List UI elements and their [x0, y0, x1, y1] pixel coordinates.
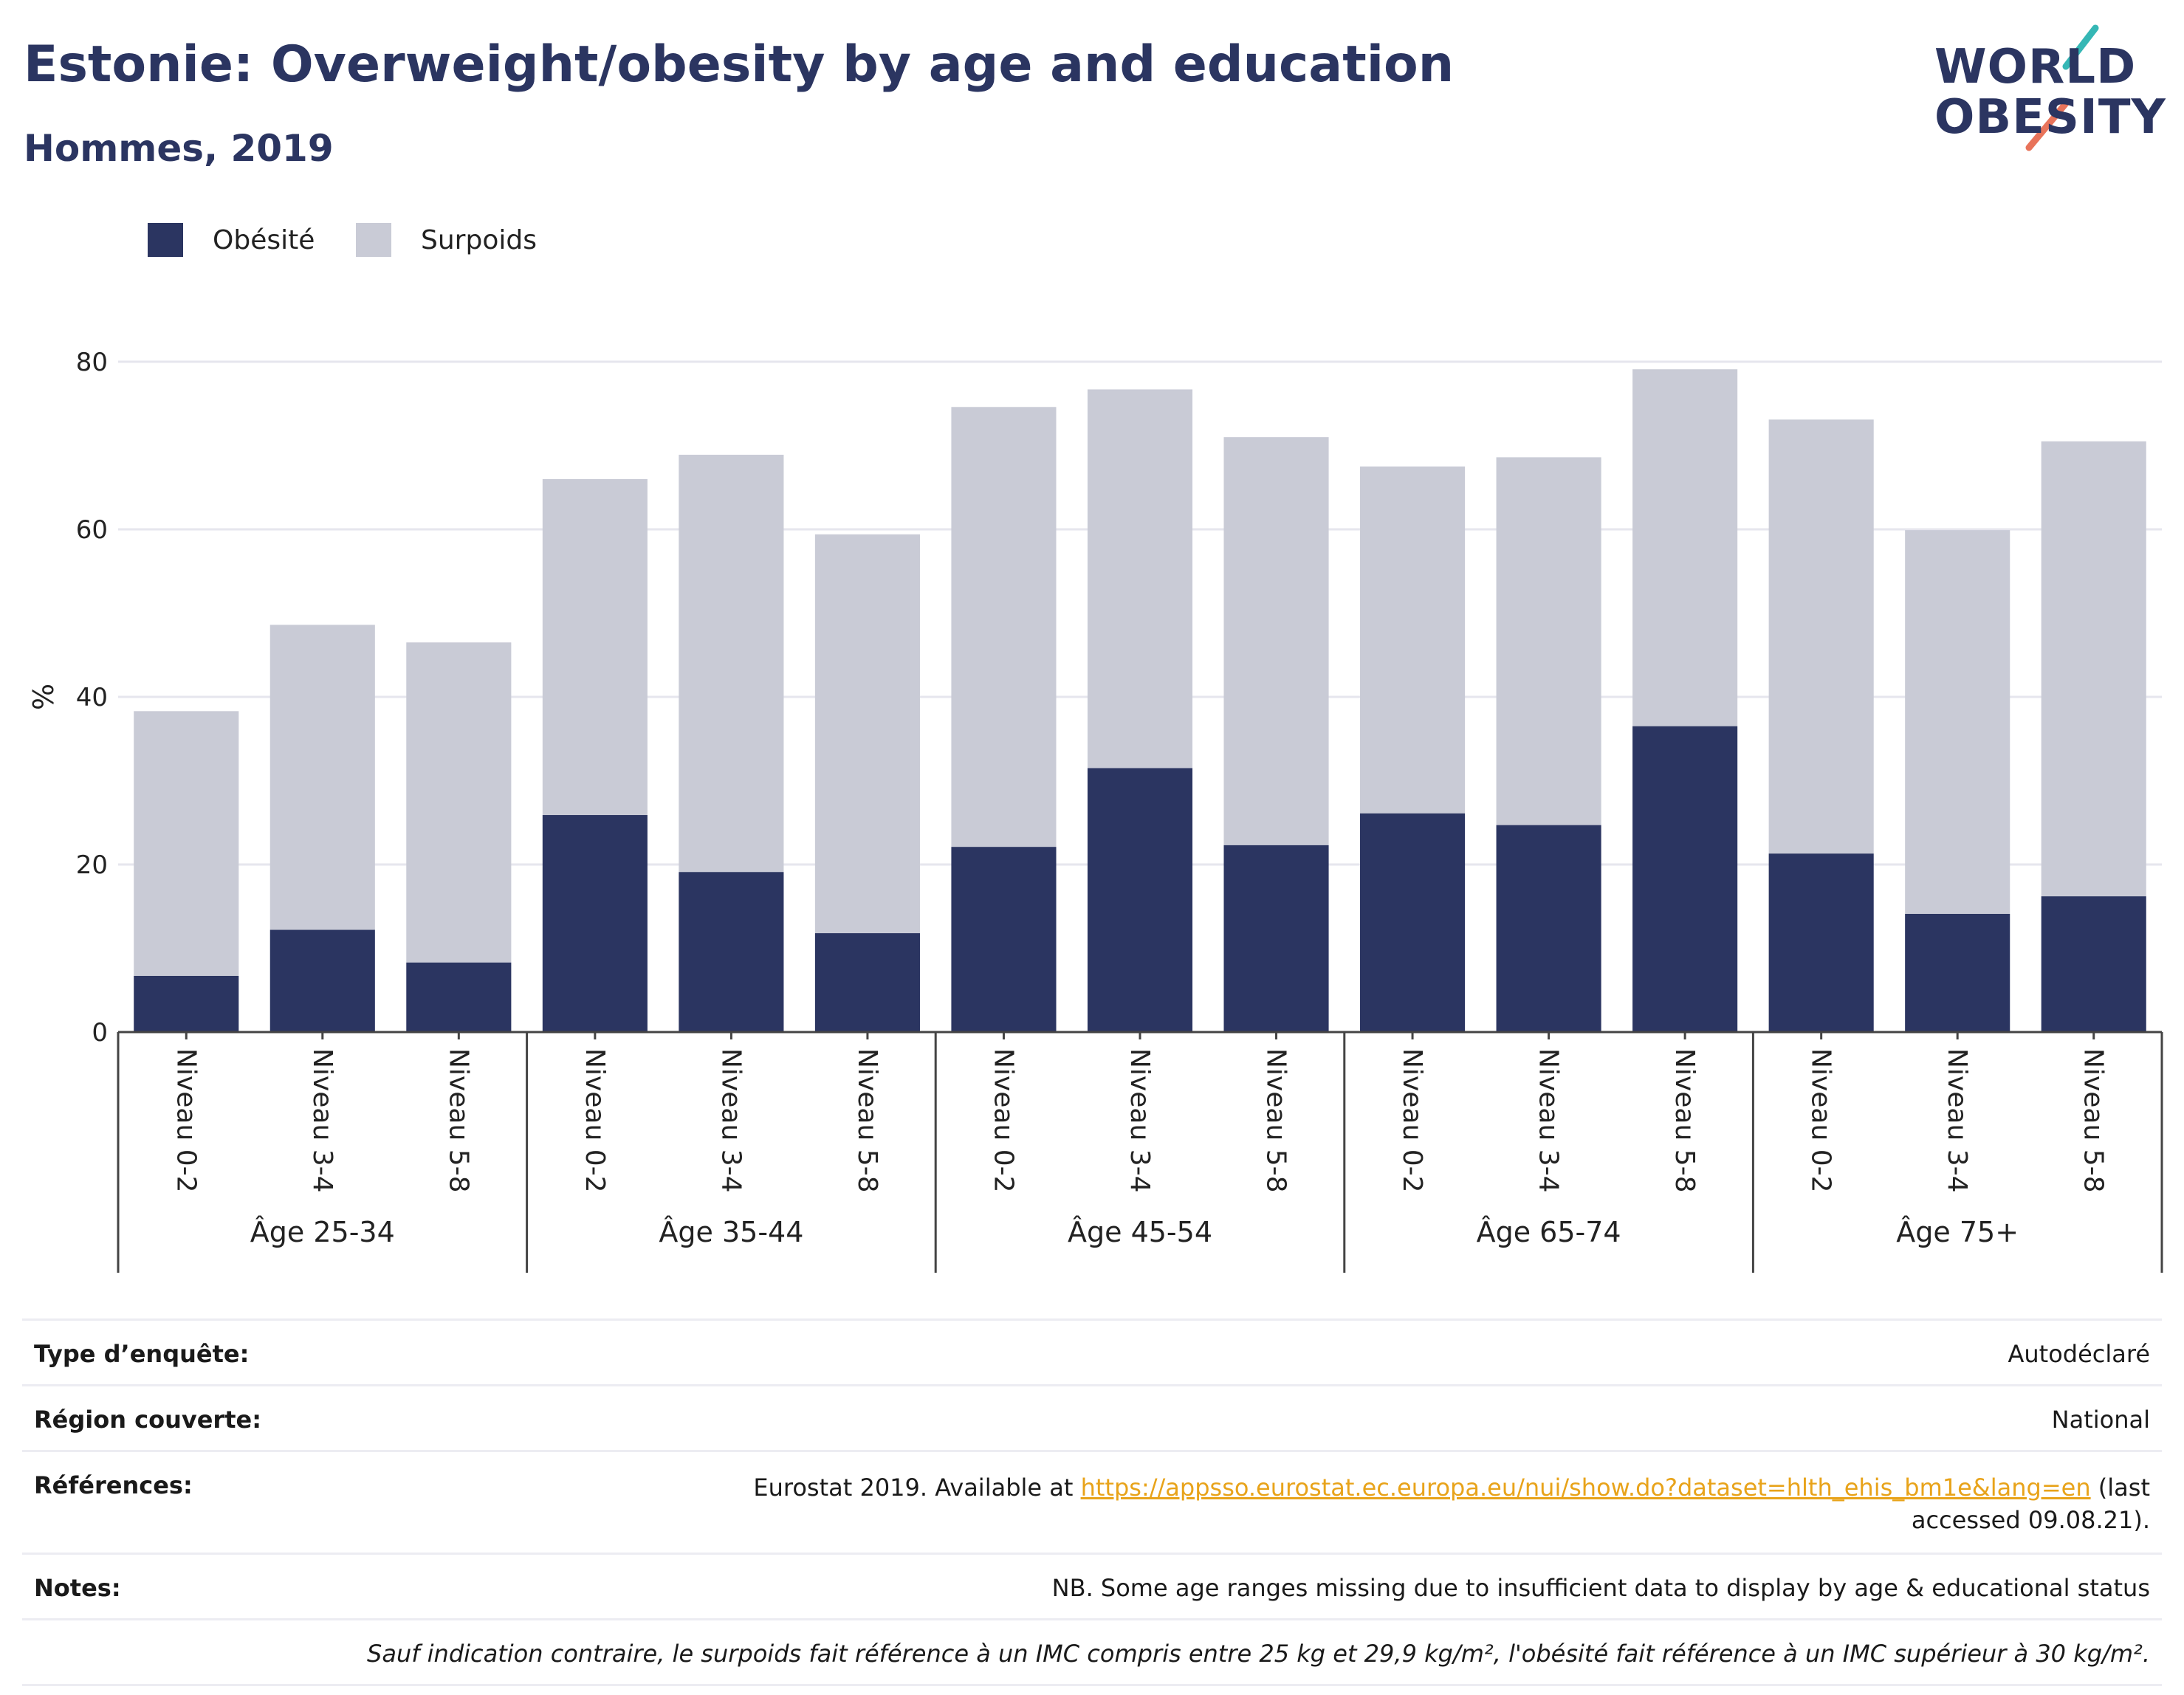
group-label: Âge 35-44	[659, 1216, 803, 1248]
legend-label-overweight: Surpoids	[421, 224, 537, 255]
bar-overweight	[951, 407, 1057, 848]
bar-overweight	[269, 625, 375, 930]
bar-overweight	[542, 478, 648, 816]
group-label: Âge 75+	[1896, 1216, 2019, 1248]
x-tick-label: Niveau 3-4	[1124, 1048, 1155, 1193]
bar-overweight	[134, 711, 239, 976]
y-tick-label: 60	[76, 515, 108, 545]
info-row-notes: Notes: NB. Some age ranges missing due t…	[22, 1553, 2162, 1618]
legend-label-obesity: Obésité	[213, 224, 315, 255]
bar-obesity	[134, 975, 239, 1032]
region-value: National	[2051, 1406, 2150, 1434]
info-row-references: Références: Eurostat 2019. Available at …	[22, 1450, 2162, 1553]
bar-overweight	[1632, 369, 1738, 726]
bar-overweight	[679, 454, 784, 873]
bar-obesity	[1496, 825, 1601, 1032]
bar-overweight	[1905, 530, 2010, 914]
x-tick-label: Niveau 3-4	[1942, 1048, 1972, 1193]
bar-obesity	[951, 847, 1057, 1032]
y-tick-label: 80	[76, 348, 108, 377]
page-title: Estonie: Overweight/obesity by age and e…	[24, 35, 1455, 94]
bar-overweight	[1360, 466, 1466, 814]
x-tick-label: Niveau 0-2	[1806, 1048, 1836, 1193]
y-axis-label: %	[27, 684, 60, 710]
bar-obesity	[1223, 845, 1329, 1032]
references-prefix: Eurostat 2019. Available at	[753, 1474, 1081, 1502]
survey-value: Autodéclaré	[2008, 1340, 2150, 1368]
x-tick-label: Niveau 5-8	[1669, 1048, 1700, 1193]
logo-word-obesity: OBESITY	[1934, 90, 2166, 145]
logo-word-world: WORLD	[1934, 40, 2137, 94]
bar-obesity	[542, 815, 648, 1032]
references-value: Eurostat 2019. Available at https://apps…	[673, 1471, 2162, 1536]
info-table: Type d’enquête: Autodéclaré Région couve…	[22, 1318, 2162, 1686]
bar-overweight	[1768, 419, 1874, 854]
y-tick-label: 0	[92, 1018, 108, 1048]
bar-overweight	[814, 534, 920, 934]
info-row-survey: Type d’enquête: Autodéclaré	[22, 1318, 2162, 1384]
bar-obesity	[1905, 913, 2010, 1032]
x-tick-label: Niveau 0-2	[580, 1048, 610, 1193]
group-label: Âge 65-74	[1477, 1216, 1621, 1248]
x-tick-label: Niveau 5-8	[852, 1048, 882, 1193]
group-label: Âge 45-54	[1068, 1216, 1212, 1248]
legend-item-overweight[interactable]: Surpoids	[356, 221, 537, 258]
stacked-bar-chart: 0 20 40 60 80% Niveau 0-2 Niveau 3-4 Niveau 5-8…	[27, 348, 2163, 1273]
legend-swatch-overweight	[356, 223, 391, 257]
notes-label: Notes:	[34, 1574, 121, 1602]
x-tick-label: Niveau 3-4	[715, 1048, 746, 1193]
references-suffix: (last accessed 09.08.21).	[1911, 1474, 2150, 1534]
definition-text: Sauf indication contraire, le surpoids f…	[367, 1640, 2150, 1668]
x-tick-label: Niveau 0-2	[1397, 1048, 1427, 1193]
bar-overweight	[1087, 389, 1193, 769]
x-tick-label: Niveau 5-8	[443, 1048, 473, 1193]
bar-overweight	[406, 642, 512, 963]
bar-obesity	[679, 872, 784, 1032]
bar-obesity	[2041, 896, 2146, 1032]
y-tick-label: 40	[76, 683, 108, 712]
survey-label: Type d’enquête:	[34, 1340, 250, 1368]
x-tick-label: Niveau 0-2	[988, 1048, 1018, 1193]
bar-obesity	[1768, 853, 1874, 1032]
region-label: Région couverte:	[34, 1406, 261, 1434]
group-label: Âge 25-34	[250, 1216, 395, 1248]
bar-obesity	[1360, 813, 1466, 1032]
info-row-region: Région couverte: National	[22, 1384, 2162, 1450]
references-link[interactable]: https://appsso.eurostat.ec.europa.eu/nui…	[1080, 1474, 2091, 1502]
bar-obesity	[269, 929, 375, 1032]
bar-obesity	[1632, 726, 1738, 1032]
bar-overweight	[2041, 441, 2146, 897]
legend-item-obesity[interactable]: Obésité	[148, 221, 315, 258]
x-tick-label: Niveau 5-8	[2078, 1048, 2109, 1193]
references-label: Références:	[34, 1471, 193, 1499]
x-tick-label: Niveau 3-4	[307, 1048, 337, 1193]
bar-obesity	[814, 933, 920, 1032]
legend-swatch-obesity	[148, 223, 183, 257]
bar-obesity	[406, 962, 512, 1032]
world-obesity-logo: WORLD OBESITY	[1920, 22, 2166, 155]
logo-slash-icon	[2025, 24, 2099, 151]
info-row-definition: Sauf indication contraire, le surpoids f…	[22, 1618, 2162, 1686]
bar-overweight	[1223, 437, 1329, 845]
page-subtitle: Hommes, 2019	[24, 127, 334, 170]
bar-overweight	[1496, 457, 1601, 825]
bar-obesity	[1087, 768, 1193, 1032]
x-tick-label: Niveau 0-2	[171, 1048, 201, 1193]
x-tick-label: Niveau 3-4	[1534, 1048, 1564, 1193]
x-tick-label: Niveau 5-8	[1261, 1048, 1291, 1193]
y-tick-label: 20	[76, 850, 108, 880]
notes-value: NB. Some age ranges missing due to insuf…	[1051, 1574, 2150, 1602]
